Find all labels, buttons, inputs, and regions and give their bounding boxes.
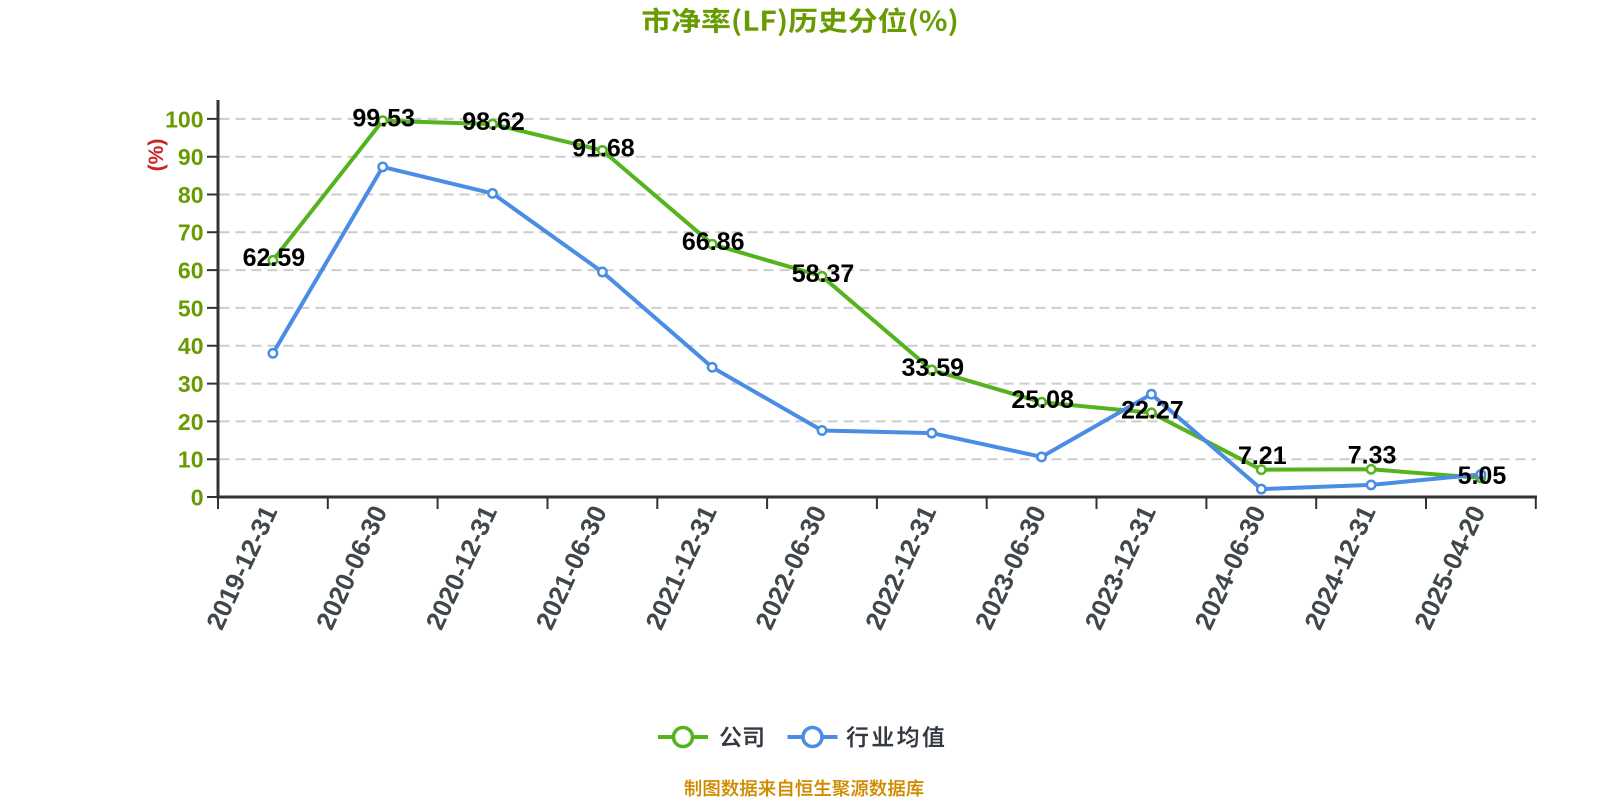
svg-text:5.05: 5.05	[1458, 462, 1507, 490]
svg-text:60: 60	[178, 258, 204, 284]
svg-text:30: 30	[178, 371, 204, 397]
svg-text:7.33: 7.33	[1348, 442, 1397, 470]
svg-text:20: 20	[178, 409, 204, 435]
svg-text:0: 0	[191, 484, 204, 510]
svg-text:22.27: 22.27	[1121, 397, 1184, 425]
svg-text:25.08: 25.08	[1011, 386, 1074, 414]
svg-text:40: 40	[178, 333, 204, 359]
svg-text:62.59: 62.59	[243, 244, 306, 272]
svg-text:100: 100	[165, 106, 203, 132]
svg-text:58.37: 58.37	[792, 260, 855, 288]
svg-text:98.62: 98.62	[462, 108, 525, 136]
svg-text:33.59: 33.59	[902, 354, 965, 382]
svg-text:99.53: 99.53	[352, 105, 415, 133]
svg-text:10: 10	[178, 447, 204, 473]
svg-text:80: 80	[178, 182, 204, 208]
svg-text:(%): (%)	[145, 139, 168, 172]
svg-text:91.68: 91.68	[572, 134, 635, 162]
svg-text:66.86: 66.86	[682, 228, 745, 256]
svg-text:90: 90	[178, 144, 204, 170]
svg-text:70: 70	[178, 220, 204, 246]
svg-text:7.21: 7.21	[1238, 442, 1287, 470]
svg-text:50: 50	[178, 295, 204, 321]
